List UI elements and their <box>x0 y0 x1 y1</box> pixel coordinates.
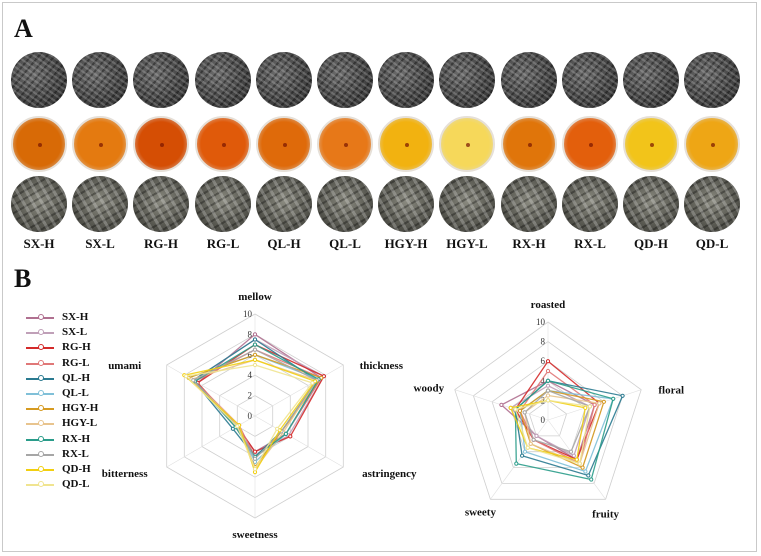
tea-liquor-photo <box>439 116 495 172</box>
tea-liquor-photo <box>133 116 189 172</box>
tea-liquor-photo <box>501 116 557 172</box>
legend-label: RG-H <box>62 341 91 354</box>
sample-label: RG-L <box>206 236 240 251</box>
legend-label: SX-L <box>62 326 88 339</box>
legend-marker <box>38 481 44 488</box>
dry-leaf-photo <box>684 52 740 108</box>
infused-leaf-photo <box>623 176 679 232</box>
sample-label: RX-L <box>574 236 606 251</box>
legend-item: RG-H <box>26 340 136 354</box>
sample-label: HGY-L <box>446 236 488 251</box>
infused-leaf-photo <box>195 176 251 232</box>
legend-item: RX-L <box>26 447 136 461</box>
legend-label: RX-H <box>62 432 91 445</box>
legend-label: QL-L <box>62 387 89 399</box>
sample-label: QD-H <box>634 236 668 251</box>
legend-item: QD-L <box>26 477 136 491</box>
sample-label: RX-H <box>512 236 546 251</box>
legend-label: QL-H <box>62 371 91 384</box>
infused-leaf-photo <box>439 176 495 232</box>
dry-leaf-photo <box>133 52 189 108</box>
legend-item: QL-H <box>26 371 136 385</box>
legend-marker <box>38 390 44 396</box>
legend-marker <box>38 450 44 457</box>
sample-label: RG-H <box>144 236 178 251</box>
dry-leaf-photo <box>11 52 67 108</box>
legend-marker <box>38 344 44 351</box>
tea-liquor-photo <box>317 116 373 172</box>
dry-leaf-photo <box>378 52 434 108</box>
legend-item: SX-L <box>26 325 136 339</box>
sample-label: QL-H <box>267 236 301 251</box>
tea-liquor-photo <box>72 116 128 172</box>
legend-marker <box>38 420 44 427</box>
dry-leaf-photo <box>501 52 557 108</box>
dry-leaf-photo <box>439 52 495 108</box>
legend-label: RG-L <box>62 356 90 369</box>
sample-label: QL-L <box>329 236 361 251</box>
dry-leaf-photo <box>72 52 128 108</box>
legend-label: RX-L <box>62 447 89 460</box>
infused-leaf-photo <box>501 176 557 232</box>
legend-label: HGY-H <box>62 402 99 415</box>
legend-label: SX-H <box>62 311 89 323</box>
legend-label: HGY-L <box>62 417 98 430</box>
legend-label: QD-H <box>62 463 91 475</box>
dry-leaf-photo <box>256 52 312 108</box>
legend-marker <box>38 435 44 442</box>
tea-liquor-photo <box>378 116 434 172</box>
tea-liquor-photo <box>623 116 679 172</box>
tea-liquor-photo <box>256 116 312 172</box>
dry-leaf-photo <box>195 52 251 108</box>
infused-leaf-photo <box>684 176 740 232</box>
sample-label: QD-L <box>695 236 729 251</box>
dry-leaf-photo <box>623 52 679 108</box>
dry-leaf-photo <box>317 52 373 108</box>
panel-a-label: A <box>14 14 33 43</box>
legend-marker <box>38 359 44 366</box>
infused-leaf-photo <box>11 176 67 232</box>
legend-item: HGY-L <box>26 416 136 430</box>
tea-liquor-photo <box>11 116 67 172</box>
legend-item: RG-L <box>26 356 136 370</box>
dry-leaf-photo <box>562 52 618 108</box>
sample-label: SX-H <box>23 236 55 251</box>
legend-item: QL-L <box>26 386 136 400</box>
legend-label: QD-L <box>62 478 90 491</box>
legend-item: RX-H <box>26 432 136 446</box>
sample-label: HGY-H <box>384 236 428 251</box>
legend-marker <box>38 314 44 320</box>
panel-b-label: B <box>14 264 32 293</box>
infused-leaf-photo <box>133 176 189 232</box>
tea-liquor-photo <box>684 116 740 172</box>
legend-marker <box>38 466 44 472</box>
infused-leaf-photo <box>378 176 434 232</box>
infused-leaf-photo <box>72 176 128 232</box>
legend-item: QD-H <box>26 462 136 476</box>
tea-liquor-photo <box>562 116 618 172</box>
legend-marker <box>38 405 44 412</box>
infused-leaf-photo <box>317 176 373 232</box>
infused-leaf-photo <box>562 176 618 232</box>
legend-marker <box>38 329 44 336</box>
infused-leaf-photo <box>256 176 312 232</box>
legend-marker <box>38 374 44 381</box>
tea-liquor-photo <box>195 116 251 172</box>
legend-item: SX-H <box>26 310 136 324</box>
legend-item: HGY-H <box>26 401 136 415</box>
sample-label: SX-L <box>85 236 115 251</box>
